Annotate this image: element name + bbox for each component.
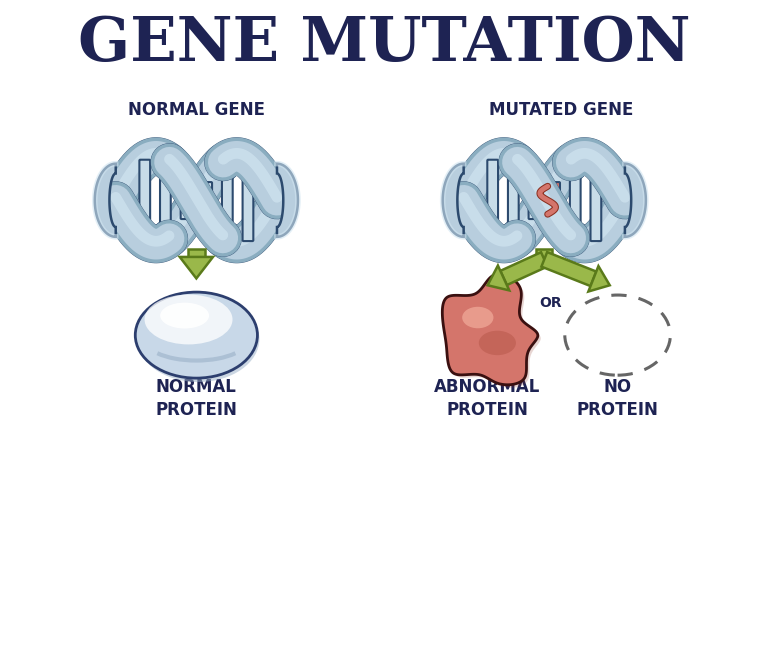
Ellipse shape [137,296,260,382]
FancyBboxPatch shape [180,181,191,219]
Polygon shape [588,266,610,292]
Ellipse shape [478,331,516,355]
Text: MUTATED GENE: MUTATED GENE [488,101,633,119]
Polygon shape [500,252,548,285]
FancyBboxPatch shape [201,182,212,218]
Ellipse shape [144,294,233,344]
FancyBboxPatch shape [591,159,601,241]
Polygon shape [442,164,464,237]
FancyBboxPatch shape [570,159,581,242]
FancyBboxPatch shape [222,159,233,242]
FancyBboxPatch shape [508,158,518,242]
Text: OR: OR [539,296,561,310]
Ellipse shape [161,302,209,328]
Polygon shape [625,164,646,237]
Polygon shape [445,277,541,388]
Text: ABNORMAL
PROTEIN: ABNORMAL PROTEIN [435,378,541,420]
FancyBboxPatch shape [243,159,253,241]
Text: NORMAL GENE: NORMAL GENE [127,101,265,119]
FancyBboxPatch shape [549,182,560,218]
Polygon shape [180,257,213,278]
Ellipse shape [564,295,670,375]
FancyBboxPatch shape [160,158,170,242]
Text: NORMAL
PROTEIN: NORMAL PROTEIN [155,378,237,420]
FancyBboxPatch shape [139,160,150,241]
Polygon shape [541,252,596,286]
Text: NO
PROTEIN: NO PROTEIN [577,378,658,420]
Ellipse shape [462,307,494,328]
Bar [187,249,205,257]
Polygon shape [277,164,298,237]
Polygon shape [442,274,538,385]
FancyBboxPatch shape [488,160,498,241]
Polygon shape [94,164,116,237]
Text: GENE MUTATION: GENE MUTATION [78,14,690,74]
Ellipse shape [135,292,257,378]
FancyBboxPatch shape [528,181,539,219]
Bar [537,249,552,259]
Polygon shape [488,266,509,290]
